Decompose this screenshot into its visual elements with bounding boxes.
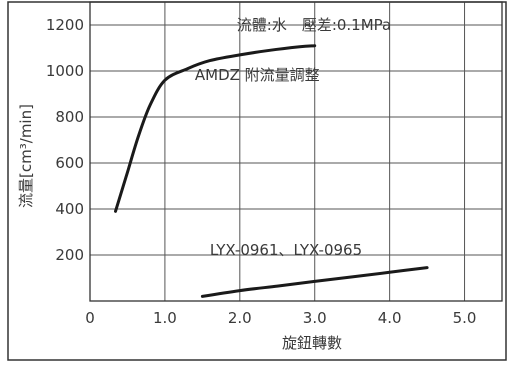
series-line-1 [114, 44, 317, 213]
x-tick-label: 0 [85, 309, 95, 327]
x-tick-label: 1.0 [153, 309, 177, 327]
outer-frame [7, 1, 507, 361]
grid [90, 2, 502, 301]
x-tick-label: 4.0 [378, 309, 402, 327]
y-tick-label: 400 [55, 200, 84, 218]
y-tick-label: 800 [55, 108, 84, 126]
ticks: 0 1.0 2.0 3.0 4.0 5.0 200 400 600 800 1000 1200 [46, 16, 477, 327]
y-axis-label: 流量[cm³/min] [17, 104, 35, 208]
y-tick-label: 200 [55, 246, 84, 264]
series-label-2: LYX-0961、LYX-0965 [210, 241, 362, 259]
y-tick-label: 1000 [46, 62, 84, 80]
series-label-1: AMDZ 附流量調整 [195, 66, 320, 84]
plot-frame [89, 1, 503, 302]
series-lines: AMDZ 附流量調整 LYX-0961、LYX-0965 [114, 44, 429, 298]
y-tick-label: 1200 [46, 16, 84, 34]
x-tick-label: 3.0 [303, 309, 327, 327]
x-tick-label: 5.0 [453, 309, 477, 327]
y-tick-label: 600 [55, 154, 84, 172]
series-line-2 [200, 266, 429, 298]
x-tick-label: 2.0 [228, 309, 252, 327]
x-axis-label: 旋鈕轉數 [282, 334, 342, 352]
chart-title: 流體:水 壓差:0.1MPa [237, 16, 391, 34]
